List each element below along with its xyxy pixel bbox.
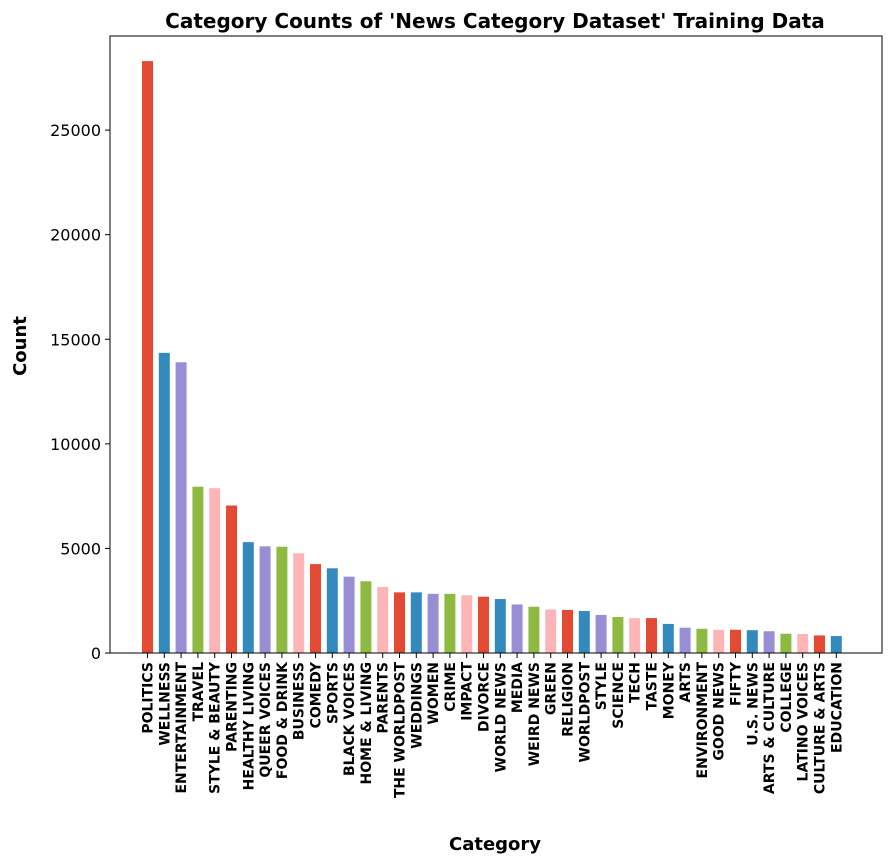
bar-women	[427, 593, 439, 653]
bar-comedy	[310, 564, 321, 653]
plot-area: 0 5000 10000 15000 20000 25000 POLITICS WELLNES…	[50, 35, 883, 799]
bar-style	[595, 614, 607, 653]
bar-tech	[629, 618, 641, 653]
x-tick-label: CULTURE & ARTS	[813, 662, 829, 794]
x-tick-label: MONEY	[661, 661, 677, 719]
x-tick-label: CRIME	[443, 662, 459, 712]
x-tick-label: BUSINESS	[292, 662, 308, 740]
y-axis-label: Count	[10, 316, 31, 376]
x-tick-label: WORLD NEWS	[493, 662, 509, 772]
bar-science	[612, 617, 624, 653]
x-tick-label: MEDIA	[510, 662, 526, 713]
x-tick-label: BLACK VOICES	[342, 662, 358, 776]
x-tick-label: HEALTHY LIVING	[241, 662, 257, 790]
y-tick-label: 10000	[50, 435, 101, 454]
x-tick-label: TASTE	[645, 662, 661, 711]
x-tick-label: DIVORCE	[477, 662, 493, 732]
y-tick-label: 5000	[60, 539, 101, 558]
x-tick-label: EDUCATION	[829, 662, 845, 753]
bar-travel	[192, 486, 204, 653]
bar-green	[545, 609, 557, 653]
x-tick-label: COLLEGE	[779, 662, 795, 733]
bar-good-news	[713, 629, 725, 653]
y-tick-label: 0	[91, 644, 101, 663]
bar-queer-voices	[259, 546, 271, 653]
bar-entertainment	[175, 362, 187, 653]
bar-weird-news	[528, 606, 540, 653]
x-tick-label: POLITICS	[141, 662, 157, 734]
bar-parents	[377, 586, 389, 653]
bar-media	[511, 604, 523, 653]
plot-frame	[109, 35, 883, 654]
x-tick-label: THE WORLDPOST	[393, 662, 409, 799]
bar-latino-voices	[797, 633, 809, 653]
bar-worldpost	[578, 610, 590, 653]
chart-title: Category Counts of 'News Category Datase…	[165, 9, 825, 33]
x-tick-label: COMEDY	[309, 661, 325, 728]
bar-healthy-living	[242, 542, 254, 653]
x-tick-label: WELLNESS	[157, 662, 173, 746]
x-tick-label: GREEN	[544, 662, 560, 715]
x-tick-label: ENTERTAINMENT	[174, 662, 190, 794]
x-tick-label: HOME & LIVING	[359, 662, 375, 784]
bar-home-living	[360, 581, 372, 653]
bar-religion	[562, 609, 573, 653]
x-tick-label: PARENTS	[376, 662, 392, 734]
y-tick-label: 20000	[50, 226, 101, 245]
x-tick-label: SCIENCE	[611, 662, 627, 729]
x-tick-label: GOOD NEWS	[712, 662, 728, 761]
bar-sports	[326, 568, 338, 653]
x-tick-label: WEDDINGS	[409, 662, 425, 749]
x-tick-label: IMPACT	[460, 662, 476, 721]
bar-parenting	[226, 505, 237, 653]
x-tick-label: WOMEN	[426, 662, 442, 725]
x-tick-label: STYLE	[594, 662, 610, 710]
bar-the-worldpost	[394, 592, 405, 653]
x-tick-label: LATINO VOICES	[796, 662, 812, 782]
x-tick-label: SPORTS	[325, 662, 341, 724]
bar-black-voices	[343, 576, 355, 653]
bar-money	[662, 623, 674, 653]
y-tick-label: 25000	[50, 121, 101, 140]
bar-arts	[679, 627, 691, 653]
x-tick-label: WORLDPOST	[577, 662, 593, 763]
bar-fifty	[730, 629, 741, 653]
bar-culture-arts	[814, 635, 825, 653]
bar-wellness	[158, 352, 170, 653]
bar-impact	[461, 595, 473, 653]
bar-world-news	[494, 599, 506, 653]
bar-food-drink	[276, 546, 288, 653]
bar-style-beauty	[209, 488, 221, 653]
x-tick-label: ENVIRONMENT	[695, 662, 711, 779]
bar-college	[780, 633, 792, 653]
x-tick-label: TRAVEL	[191, 662, 207, 722]
bar-weddings	[410, 592, 422, 653]
y-tick-label: 15000	[50, 330, 101, 349]
x-tick-label: PARENTING	[225, 662, 241, 752]
bar-arts-culture	[763, 631, 775, 653]
x-tick-label: RELIGION	[561, 662, 577, 737]
x-tick-label: TECH	[628, 662, 644, 703]
bar-crime	[444, 593, 456, 653]
bar-environment	[696, 628, 708, 653]
x-axis-label: Category	[449, 834, 541, 855]
x-tick-label: U.S. NEWS	[745, 662, 761, 746]
x-tick-label: ARTS & CULTURE	[762, 662, 778, 794]
x-tick-label: FIFTY	[729, 661, 745, 706]
bar-u-s-news	[746, 630, 758, 653]
bar-business	[293, 553, 305, 653]
x-tick-label: ARTS	[678, 662, 694, 703]
bar-politics	[142, 61, 153, 654]
bar-education	[830, 636, 842, 653]
x-tick-label: STYLE & BEAUTY	[208, 661, 224, 794]
bar-divorce	[478, 596, 489, 653]
x-tick-label: QUEER VOICES	[258, 662, 274, 778]
x-tick-label: FOOD & DRINK	[275, 661, 291, 779]
x-tick-label: WEIRD NEWS	[527, 662, 543, 766]
bar-taste	[646, 618, 657, 653]
